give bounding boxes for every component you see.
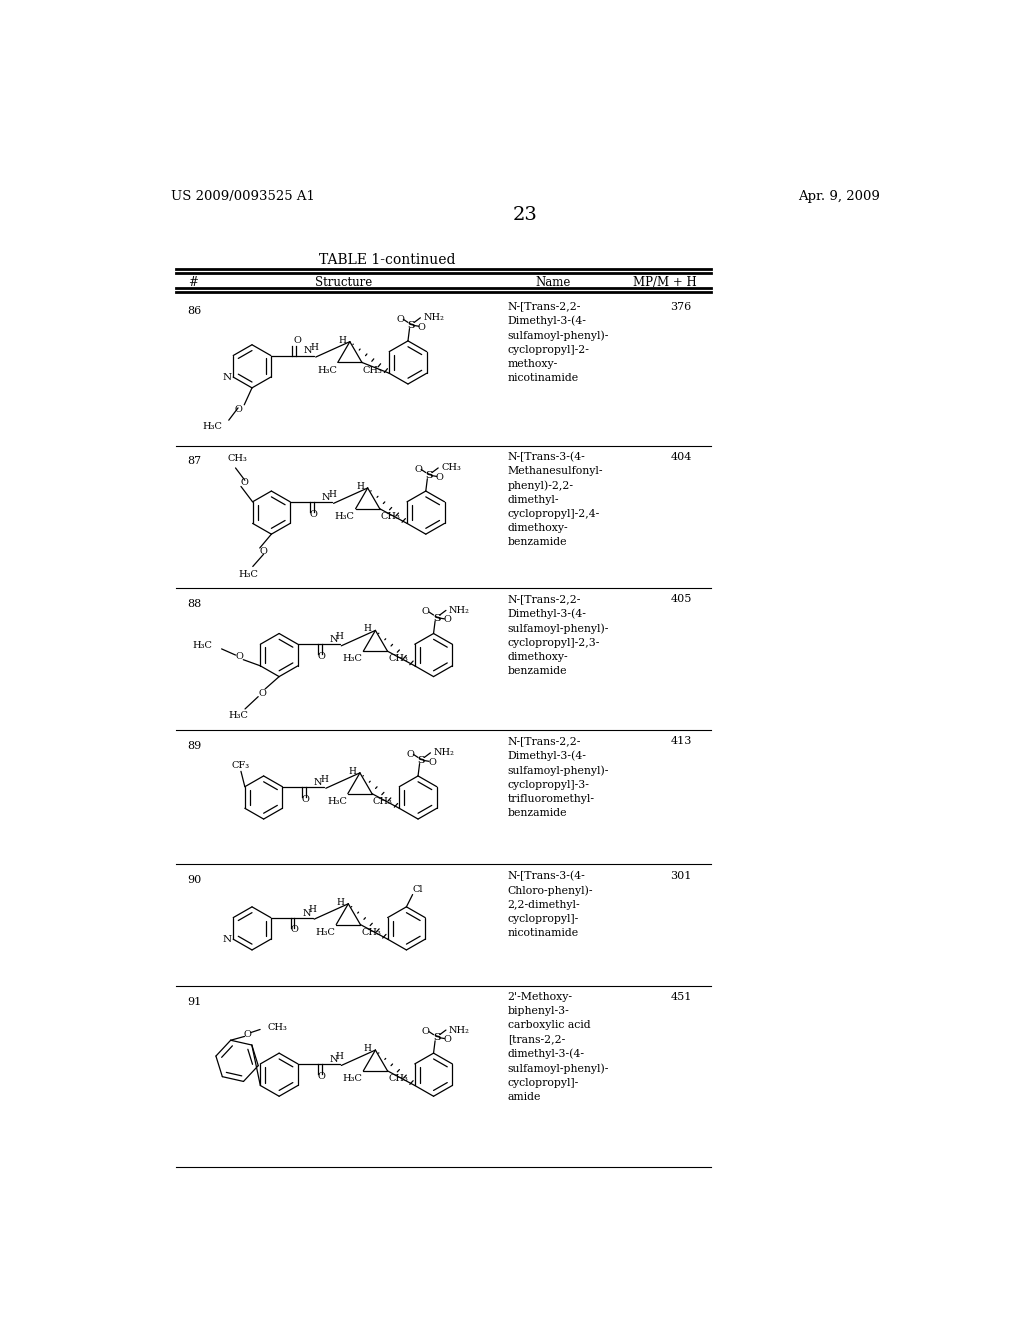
Text: S: S — [433, 614, 440, 623]
Text: N-[Trans-2,2-
Dimethyl-3-(4-
sulfamoyl-phenyl)-
cyclopropyl]-2,3-
dimethoxy-
ben: N-[Trans-2,2- Dimethyl-3-(4- sulfamoyl-p… — [508, 594, 609, 676]
Text: #: # — [187, 276, 198, 289]
Text: H: H — [336, 632, 344, 642]
Text: 376: 376 — [671, 302, 692, 312]
Text: H: H — [356, 482, 364, 491]
Text: H₃C: H₃C — [343, 655, 362, 664]
Text: NH₂: NH₂ — [450, 1026, 470, 1035]
Text: O: O — [293, 337, 301, 346]
Text: H₃C: H₃C — [229, 710, 249, 719]
Text: H: H — [337, 898, 344, 907]
Text: 404: 404 — [671, 451, 692, 462]
Text: O: O — [258, 689, 266, 698]
Text: CH₃: CH₃ — [268, 1023, 288, 1032]
Text: O: O — [418, 322, 426, 331]
Text: Apr. 9, 2009: Apr. 9, 2009 — [798, 190, 880, 203]
Text: CH₃: CH₃ — [388, 1074, 409, 1082]
Text: S: S — [418, 756, 425, 766]
Text: CH₃: CH₃ — [441, 463, 461, 473]
Text: H: H — [328, 490, 336, 499]
Text: N: N — [330, 635, 338, 644]
Text: N: N — [222, 372, 231, 381]
Text: O: O — [260, 548, 267, 556]
Text: TABLE 1-continued: TABLE 1-continued — [319, 253, 456, 267]
Text: CH₃: CH₃ — [373, 797, 393, 805]
Text: Name: Name — [535, 276, 570, 289]
Text: 413: 413 — [671, 737, 692, 746]
Text: H: H — [308, 906, 316, 915]
Text: H: H — [348, 767, 356, 776]
Text: O: O — [234, 405, 242, 414]
Text: H: H — [364, 624, 372, 634]
Text: O: O — [244, 1030, 252, 1039]
Text: Structure: Structure — [314, 276, 372, 289]
Text: O: O — [407, 750, 415, 759]
Text: O: O — [414, 465, 422, 474]
Text: N: N — [330, 1055, 338, 1064]
Text: CH₃: CH₃ — [361, 928, 381, 937]
Text: N: N — [222, 935, 231, 944]
Text: O: O — [317, 652, 325, 661]
Text: H: H — [310, 343, 318, 352]
Text: N: N — [304, 346, 312, 355]
Text: S: S — [408, 321, 415, 330]
Text: O: O — [436, 473, 443, 482]
Text: N-[Trans-2,2-
Dimethyl-3-(4-
sulfamoyl-phenyl)-
cyclopropyl]-3-
trifluoromethyl-: N-[Trans-2,2- Dimethyl-3-(4- sulfamoyl-p… — [508, 737, 609, 817]
Text: H: H — [338, 335, 346, 345]
Text: N-[Trans-2,2-
Dimethyl-3-(4-
sulfamoyl-phenyl)-
cyclopropyl]-2-
methoxy-
nicotin: N-[Trans-2,2- Dimethyl-3-(4- sulfamoyl-p… — [508, 302, 609, 383]
Text: O: O — [309, 510, 317, 519]
Text: N: N — [322, 492, 330, 502]
Text: 2'-Methoxy-
biphenyl-3-
carboxylic acid
[trans-2,2-
dimethyl-3-(4-
sulfamoyl-phe: 2'-Methoxy- biphenyl-3- carboxylic acid … — [508, 993, 609, 1102]
Text: O: O — [428, 758, 436, 767]
Text: H₃C: H₃C — [317, 366, 337, 375]
Text: H₃C: H₃C — [327, 797, 347, 805]
Text: O: O — [302, 795, 309, 804]
Text: NH₂: NH₂ — [433, 748, 455, 758]
Text: 89: 89 — [187, 741, 202, 751]
Text: O: O — [236, 652, 244, 661]
Text: O: O — [443, 1035, 452, 1044]
Text: O: O — [396, 315, 404, 323]
Text: NH₂: NH₂ — [450, 606, 470, 615]
Text: H: H — [321, 775, 329, 784]
Text: 405: 405 — [671, 594, 692, 605]
Text: Cl: Cl — [412, 886, 423, 895]
Text: 451: 451 — [671, 993, 692, 1002]
Text: 88: 88 — [187, 599, 202, 609]
Text: H₃C: H₃C — [335, 512, 354, 521]
Text: S: S — [433, 1034, 440, 1043]
Text: 91: 91 — [187, 997, 202, 1007]
Text: H₃C: H₃C — [193, 642, 212, 651]
Text: 90: 90 — [187, 875, 202, 886]
Text: MP/M + H: MP/M + H — [633, 276, 697, 289]
Text: 87: 87 — [187, 457, 202, 466]
Text: CH₃: CH₃ — [381, 512, 400, 521]
Text: H₃C: H₃C — [343, 1074, 362, 1082]
Text: O: O — [422, 1027, 430, 1036]
Text: O: O — [317, 1072, 325, 1081]
Text: CH₃: CH₃ — [388, 655, 409, 664]
Text: H: H — [364, 1044, 372, 1053]
Text: CH₃: CH₃ — [362, 366, 383, 375]
Text: O: O — [241, 478, 249, 487]
Text: H₃C: H₃C — [203, 422, 222, 430]
Text: CF₃: CF₃ — [231, 760, 250, 770]
Text: CH₃: CH₃ — [227, 454, 247, 463]
Text: O: O — [422, 607, 430, 616]
Text: US 2009/0093525 A1: US 2009/0093525 A1 — [171, 190, 314, 203]
Text: S: S — [425, 471, 433, 480]
Text: N-[Trans-3-(4-
Chloro-phenyl)-
2,2-dimethyl-
cyclopropyl]-
nicotinamide: N-[Trans-3-(4- Chloro-phenyl)- 2,2-dimet… — [508, 871, 593, 937]
Text: N: N — [313, 777, 323, 787]
Text: N: N — [302, 908, 310, 917]
Text: H₃C: H₃C — [315, 928, 335, 937]
Text: NH₂: NH₂ — [424, 313, 444, 322]
Text: N-[Trans-3-(4-
Methanesulfonyl-
phenyl)-2,2-
dimethyl-
cyclopropyl]-2,4-
dimetho: N-[Trans-3-(4- Methanesulfonyl- phenyl)-… — [508, 451, 603, 546]
Text: H₃C: H₃C — [239, 570, 258, 578]
Text: 86: 86 — [187, 306, 202, 317]
Text: 23: 23 — [512, 206, 538, 224]
Text: O: O — [443, 615, 452, 624]
Text: O: O — [290, 925, 298, 935]
Text: H: H — [336, 1052, 344, 1061]
Text: 301: 301 — [671, 871, 692, 880]
